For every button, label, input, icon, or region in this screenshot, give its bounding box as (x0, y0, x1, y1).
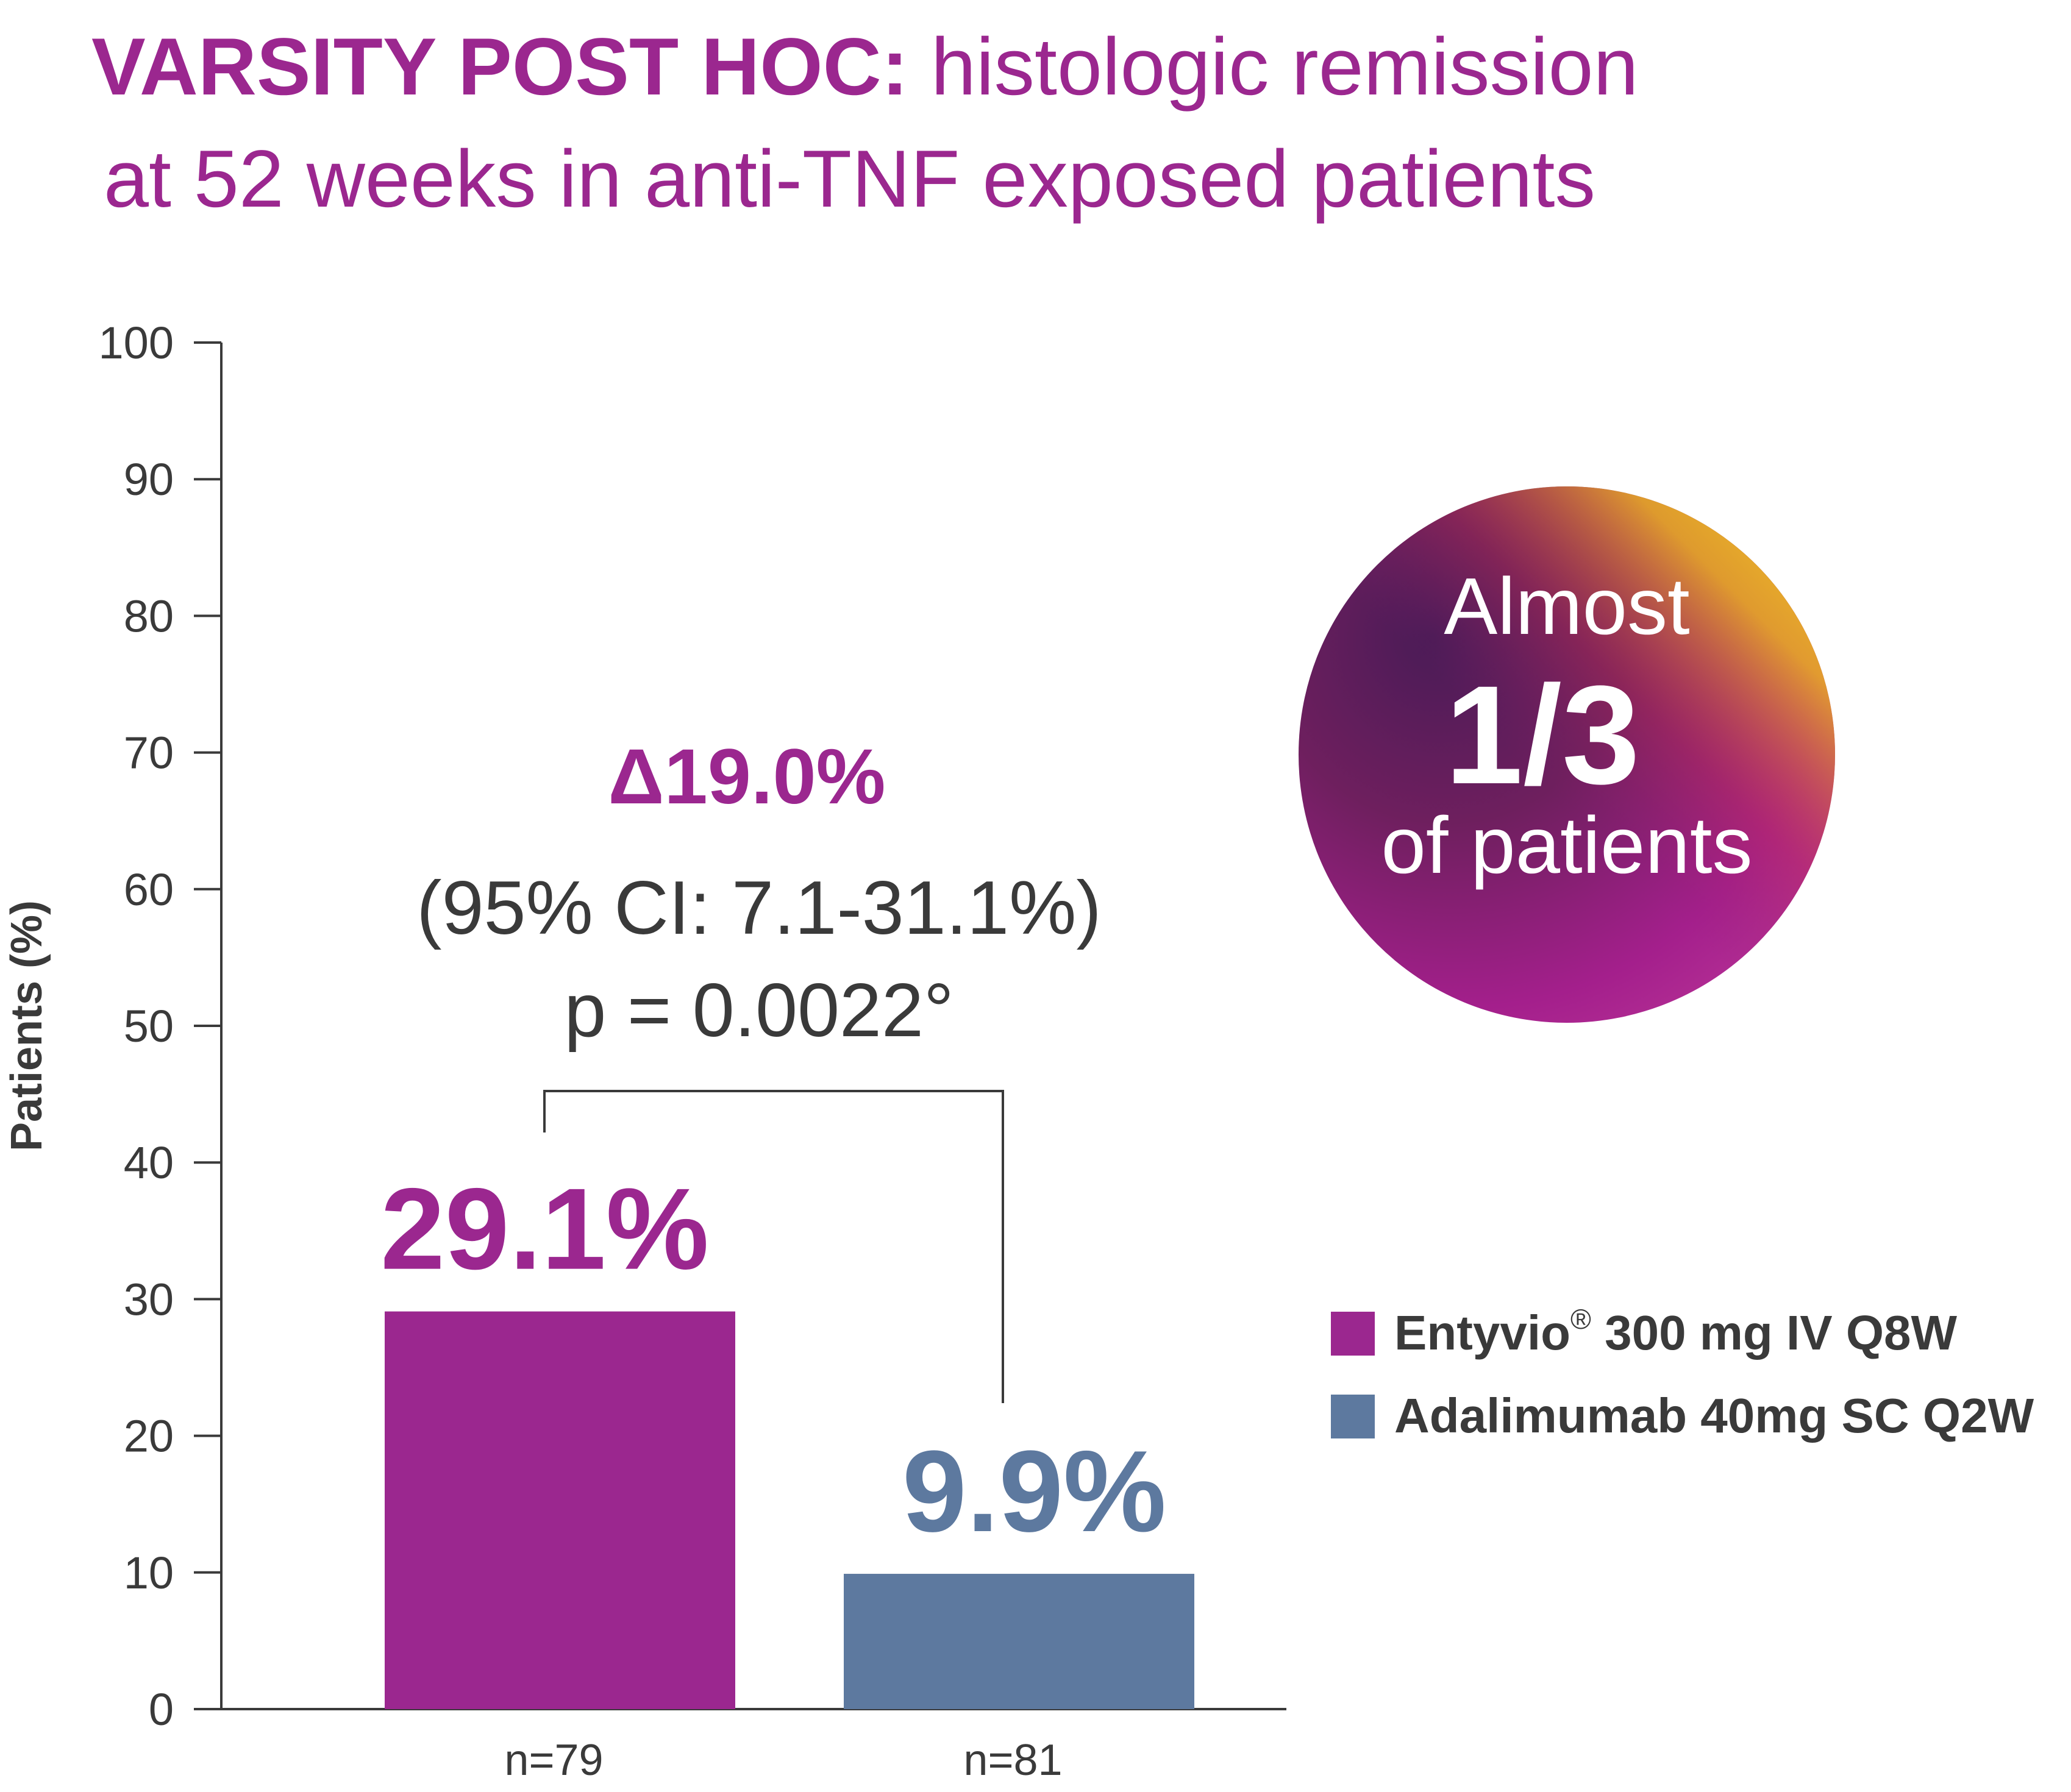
legend-label-entyvio: Entyvio® 300 mg IV Q8W (1394, 1303, 1958, 1360)
y-tick-label: 80 (124, 591, 174, 641)
comparison-bracket (543, 1090, 1004, 1403)
y-axis-label: Patients (%) (2, 900, 51, 1151)
badge: Almost 1/3 of patients (1299, 486, 1835, 1023)
legend-entyvio-name: Entyvio (1394, 1306, 1570, 1360)
badge-line2: 1/3 (1445, 656, 1640, 813)
bar-entyvio (385, 1311, 735, 1709)
category-label-adalimumab: n=81 (963, 1736, 1062, 1785)
p-value-annotation: p = 0.0022° (564, 969, 954, 1053)
bar-value-adalimumab: 9.9% (902, 1427, 1166, 1556)
legend-label-adalimumab: Adalimumab 40mg SC Q2W (1394, 1388, 2034, 1443)
ci-annotation: (95% CI: 7.1-31.1%) (416, 866, 1101, 950)
badge-gold-sheen (1299, 486, 1835, 1023)
y-tick-label: 40 (124, 1137, 174, 1188)
title-bold: VARSITY POST HOC: (91, 22, 909, 112)
legend-entyvio-registered: ® (1570, 1303, 1591, 1335)
title-rest: histologic remission (908, 22, 1639, 112)
y-tick-label: 90 (124, 454, 174, 505)
category-label-entyvio: n=79 (504, 1736, 603, 1785)
legend-entyvio-suffix: 300 mg IV Q8W (1591, 1306, 1958, 1360)
y-ticks: 0 10 20 30 40 50 60 70 80 90 100 (99, 318, 221, 1735)
badge-line3: of patients (1381, 800, 1752, 890)
y-tick-label: 10 (124, 1548, 174, 1598)
legend: Entyvio® 300 mg IV Q8W Adalimumab 40mg S… (1331, 1303, 2034, 1443)
y-tick-label: 30 (124, 1274, 174, 1324)
legend-swatch-entyvio (1331, 1312, 1375, 1356)
y-tick-label: 70 (124, 728, 174, 778)
delta-annotation: Δ19.0% (608, 733, 886, 820)
badge-line1: Almost (1444, 561, 1689, 651)
y-tick-label: 100 (99, 318, 174, 368)
page-title: VARSITY POST HOC: histologic remission a… (91, 11, 1981, 235)
y-tick-label: 20 (124, 1411, 174, 1462)
bar-adalimumab (844, 1574, 1194, 1709)
y-tick-label: 0 (149, 1684, 174, 1735)
y-tick-label: 60 (124, 864, 174, 915)
bar-value-entyvio: 29.1% (380, 1165, 709, 1294)
title-line2: at 52 weeks in anti-TNF exposed patients (104, 134, 1595, 224)
legend-swatch-adalimumab (1331, 1395, 1375, 1438)
y-tick-label: 50 (124, 1001, 174, 1051)
